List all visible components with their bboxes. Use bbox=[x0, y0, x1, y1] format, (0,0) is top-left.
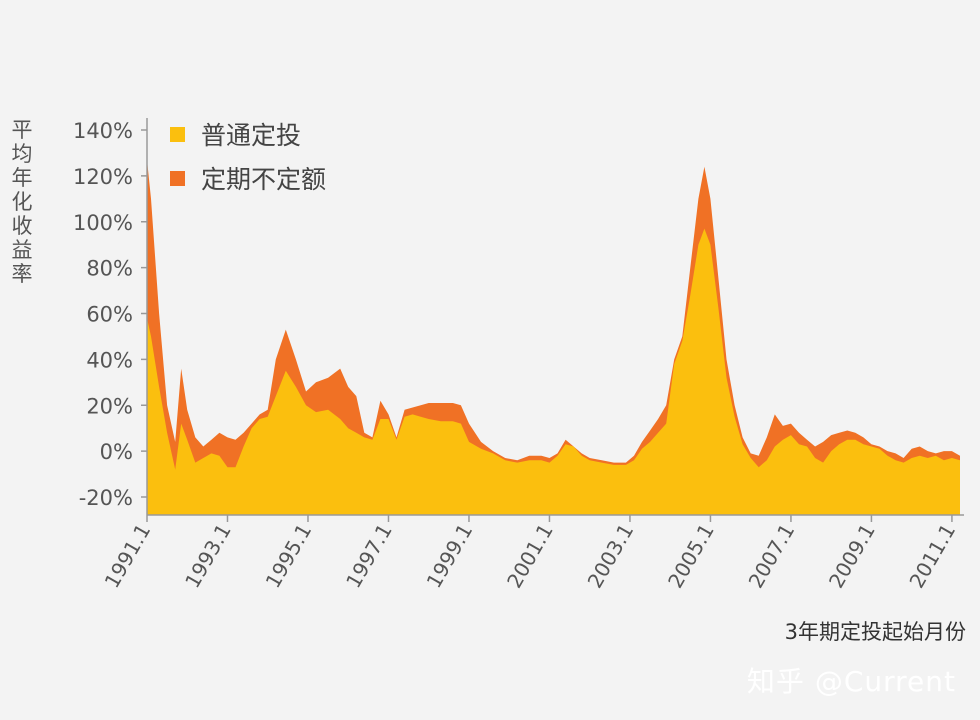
y-axis-label-char: 化 bbox=[11, 190, 33, 214]
y-axis-label-char: 平 bbox=[11, 118, 33, 142]
y-axis-label-char: 收 bbox=[11, 214, 33, 238]
x-tick-label: 2011.1 bbox=[904, 519, 960, 592]
y-tick-label: 0% bbox=[100, 440, 133, 464]
x-tick-label: 1999.1 bbox=[422, 520, 478, 593]
y-tick-label: 140% bbox=[73, 119, 133, 143]
legend-label-regular: 普通定投 bbox=[201, 121, 302, 150]
legend-label-variable: 定期不定额 bbox=[201, 165, 327, 194]
area-series-1 bbox=[147, 159, 960, 516]
y-tick-label: 100% bbox=[73, 211, 133, 235]
x-tick-label: 2005.1 bbox=[663, 520, 719, 593]
area-series-0 bbox=[147, 228, 960, 515]
y-axis-label-char: 均 bbox=[11, 142, 33, 166]
x-tick-label: 1997.1 bbox=[341, 520, 397, 593]
x-tick-label: 2009.1 bbox=[824, 520, 880, 593]
y-tick-label: 60% bbox=[86, 303, 133, 327]
y-axis-label: 平均年化收益率 bbox=[8, 118, 36, 286]
x-tick-label: 1991.1 bbox=[100, 520, 156, 593]
legend-swatch-regular bbox=[170, 126, 185, 142]
y-tick-label: 120% bbox=[73, 165, 133, 189]
y-axis-label-char: 率 bbox=[11, 262, 33, 286]
x-tick-label: 2001.1 bbox=[502, 520, 558, 593]
legend-item-regular: 普通定投 bbox=[170, 112, 326, 156]
legend-swatch-variable bbox=[170, 170, 185, 186]
legend: 普通定投 定期不定额 bbox=[170, 112, 326, 200]
y-axis-label-char: 益 bbox=[11, 238, 33, 262]
x-axis-label: 3年期定投起始月份 bbox=[784, 620, 966, 644]
x-tick-label: 2003.1 bbox=[583, 520, 639, 593]
x-tick-label: 1993.1 bbox=[180, 520, 236, 593]
chart-areas bbox=[147, 159, 960, 516]
legend-item-variable: 定期不定额 bbox=[170, 156, 326, 200]
y-tick-label: 40% bbox=[86, 348, 133, 372]
y-tick-label: 80% bbox=[86, 257, 133, 281]
x-tick-label: 2007.1 bbox=[743, 520, 799, 593]
y-tick-label: -20% bbox=[79, 486, 133, 510]
y-axis-label-char: 年 bbox=[11, 166, 33, 190]
watermark: 知乎 @Current bbox=[746, 665, 956, 698]
x-tick-label: 1995.1 bbox=[261, 520, 317, 593]
y-tick-label: 20% bbox=[86, 394, 133, 418]
